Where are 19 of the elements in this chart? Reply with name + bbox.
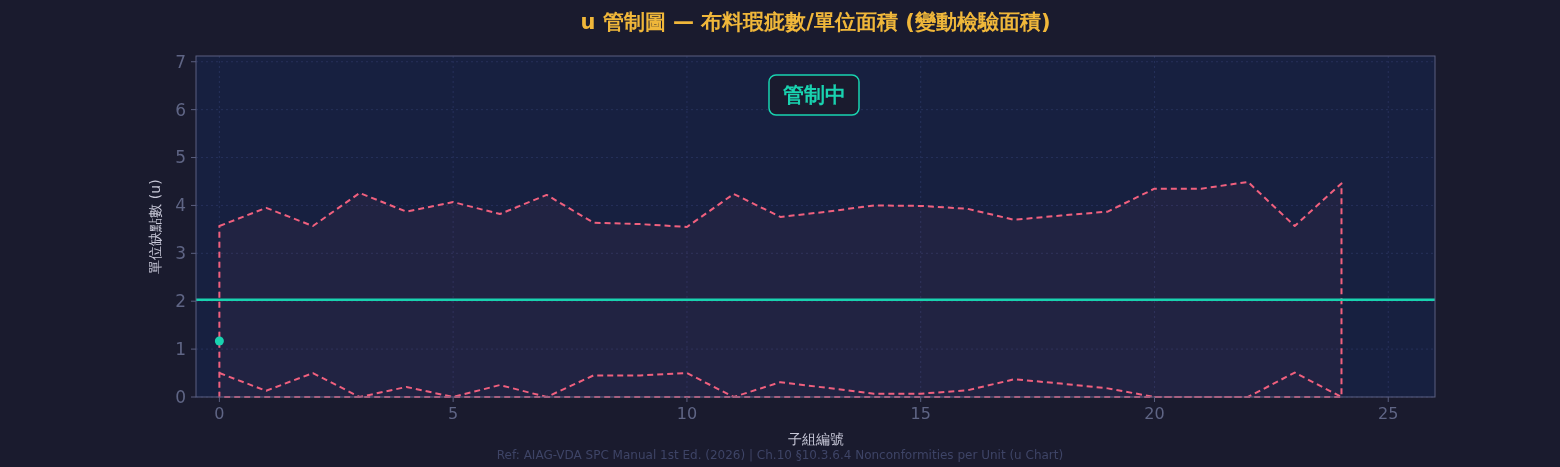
y-tick-label: 5 xyxy=(175,147,186,168)
line-series xyxy=(218,371,1343,398)
x-tick-label: 10 xyxy=(676,404,698,423)
x-tick-label: 0 xyxy=(214,404,225,423)
annotation: 管制中 xyxy=(781,83,846,108)
y-tick-label: 7 xyxy=(175,51,186,72)
x-tick-label: 5 xyxy=(448,404,459,423)
x-axis-title: 子組編號 xyxy=(787,431,844,447)
y-tick-label: 4 xyxy=(175,195,186,216)
x-tick-label: 20 xyxy=(1144,404,1165,423)
x-tick-label: 25 xyxy=(1378,404,1399,423)
y-axis-title: 單位缺點數 (u) xyxy=(147,179,163,274)
y-tick-label: 3 xyxy=(175,243,186,264)
y-tick-label: 0 xyxy=(175,386,186,407)
chart-title: u 管制圖 — 布料瑕疵數/單位面積 (變動檢驗面積) xyxy=(580,10,1051,34)
y-tick-label: 1 xyxy=(175,339,186,360)
x-tick-label: 15 xyxy=(910,404,931,423)
y-tick-label: 6 xyxy=(175,99,186,120)
y-tick-label: 2 xyxy=(175,291,186,312)
